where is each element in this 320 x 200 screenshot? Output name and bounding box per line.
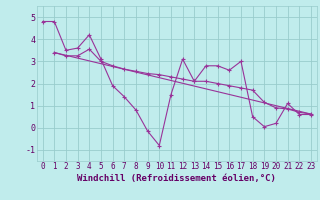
X-axis label: Windchill (Refroidissement éolien,°C): Windchill (Refroidissement éolien,°C) [77,174,276,183]
